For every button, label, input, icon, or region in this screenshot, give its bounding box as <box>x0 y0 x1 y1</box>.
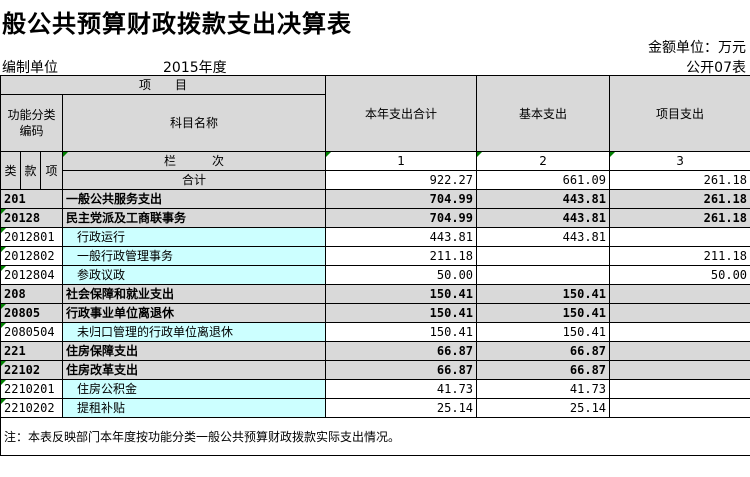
row-value-project <box>609 322 750 342</box>
header-col-num-3: 3 <box>609 151 750 171</box>
row-value-project <box>609 284 750 304</box>
table-row: 201 一般公共服务支出 704.99 443.81 261.18 <box>0 189 750 209</box>
row-value-project: 261.18 <box>609 189 750 209</box>
header-item: 项 目 <box>0 75 327 95</box>
row-code: 2012801 <box>0 227 63 247</box>
header-col-basic: 基本支出 <box>476 75 611 152</box>
table-number: 公开07表 <box>686 60 746 76</box>
page-title: 般公共预算财政拨款支出决算表 <box>2 10 352 38</box>
row-subject-name: 参政议政 <box>61 265 327 285</box>
row-value-total: 66.87 <box>325 341 478 361</box>
header-col-total: 本年支出合计 <box>325 75 478 152</box>
row-code: 20805 <box>0 303 63 323</box>
row-subject-name: 社会保障和就业支出 <box>61 284 327 304</box>
header-lanci: 栏 次 <box>61 151 327 171</box>
row-value-total: 443.81 <box>325 227 478 247</box>
row-value-total: 150.41 <box>325 322 478 342</box>
table-row: 2012801 行政运行 443.81 443.81 <box>0 227 750 247</box>
row-value-project: 211.18 <box>609 246 750 266</box>
row-subject-name: 一般行政管理事务 <box>61 246 327 266</box>
header-func-code: 功能分类编码 <box>0 94 63 152</box>
row-value-total: 41.73 <box>325 379 478 399</box>
row-subject-name: 住房保障支出 <box>61 341 327 361</box>
row-value-project <box>609 303 750 323</box>
row-value-basic: 150.41 <box>476 303 611 323</box>
row-value-project <box>609 398 750 418</box>
row-subject-name: 住房改革支出 <box>61 360 327 380</box>
row-value-project <box>609 227 750 247</box>
row-value-project <box>609 341 750 361</box>
row-code: 2080504 <box>0 322 63 342</box>
row-subject-name: 行政事业单位离退休 <box>61 303 327 323</box>
row-value-basic <box>476 265 611 285</box>
expenditure-table: 项 目 本年支出合计 基本支出 项目支出 功能分类编码 科目名称 类 款 项 栏… <box>0 75 750 456</box>
row-value-total: 66.87 <box>325 360 478 380</box>
row-value-total: 704.99 <box>325 189 478 209</box>
row-subject-name: 行政运行 <box>61 227 327 247</box>
row-value-project <box>609 379 750 399</box>
header-xiang: 项 <box>40 151 63 190</box>
row-value-total: 150.41 <box>325 284 478 304</box>
row-code: 2012804 <box>0 265 63 285</box>
row-code: 2012802 <box>0 246 63 266</box>
row-code: 2210201 <box>0 379 63 399</box>
row-value-total: 211.18 <box>325 246 478 266</box>
row-subject-name: 一般公共服务支出 <box>61 189 327 209</box>
table-row: 2012802 一般行政管理事务 211.18 211.18 <box>0 246 750 266</box>
row-value-basic: 41.73 <box>476 379 611 399</box>
row-subject-name: 提租补贴 <box>61 398 327 418</box>
table-row: 2210201 住房公积金 41.73 41.73 <box>0 379 750 399</box>
total-value-basic: 661.09 <box>476 170 611 190</box>
row-value-basic: 150.41 <box>476 284 611 304</box>
row-code: 208 <box>0 284 63 304</box>
table-row: 2210202 提租补贴 25.14 25.14 <box>0 398 750 418</box>
row-value-basic <box>476 246 611 266</box>
row-subject-name: 未归口管理的行政单位离退休 <box>61 322 327 342</box>
row-code: 20128 <box>0 208 63 228</box>
table-row: 22102 住房改革支出 66.87 66.87 <box>0 360 750 380</box>
header-kuan: 款 <box>20 151 41 190</box>
row-code: 201 <box>0 189 63 209</box>
header-subject-name: 科目名称 <box>61 94 327 152</box>
row-value-basic: 443.81 <box>476 208 611 228</box>
total-label: 合计 <box>61 170 327 190</box>
header-col-num-2: 2 <box>476 151 611 171</box>
header-lei: 类 <box>0 151 21 190</box>
row-value-project: 261.18 <box>609 208 750 228</box>
row-subject-name: 住房公积金 <box>61 379 327 399</box>
row-value-project <box>609 360 750 380</box>
header-col-project: 项目支出 <box>609 75 750 152</box>
org-label: 编制单位 <box>2 60 58 76</box>
row-value-total: 50.00 <box>325 265 478 285</box>
row-value-basic: 150.41 <box>476 322 611 342</box>
row-value-project: 50.00 <box>609 265 750 285</box>
table-row: 208 社会保障和就业支出 150.41 150.41 <box>0 284 750 304</box>
table-row: 20805 行政事业单位离退休 150.41 150.41 <box>0 303 750 323</box>
row-subject-name: 民主党派及工商联事务 <box>61 208 327 228</box>
total-value-total: 922.27 <box>325 170 478 190</box>
row-value-total: 25.14 <box>325 398 478 418</box>
row-value-total: 704.99 <box>325 208 478 228</box>
table-row: 2080504 未归口管理的行政单位离退休 150.41 150.41 <box>0 322 750 342</box>
table-row: 20128 民主党派及工商联事务 704.99 443.81 261.18 <box>0 208 750 228</box>
row-code: 22102 <box>0 360 63 380</box>
row-value-basic: 66.87 <box>476 341 611 361</box>
table-row: 221 住房保障支出 66.87 66.87 <box>0 341 750 361</box>
row-value-total: 150.41 <box>325 303 478 323</box>
fiscal-year: 2015年度 <box>163 60 227 76</box>
header-col-num-1: 1 <box>325 151 478 171</box>
row-value-basic: 25.14 <box>476 398 611 418</box>
table-note: 注：本表反映部门本年度按功能分类一般公共预算财政拨款实际支出情况。 <box>0 417 750 456</box>
amount-unit: 金额单位：万元 <box>648 40 746 56</box>
row-code: 221 <box>0 341 63 361</box>
row-value-basic: 443.81 <box>476 227 611 247</box>
table-row: 2012804 参政议政 50.00 50.00 <box>0 265 750 285</box>
row-code: 2210202 <box>0 398 63 418</box>
total-value-project: 261.18 <box>609 170 750 190</box>
row-value-basic: 443.81 <box>476 189 611 209</box>
row-value-basic: 66.87 <box>476 360 611 380</box>
